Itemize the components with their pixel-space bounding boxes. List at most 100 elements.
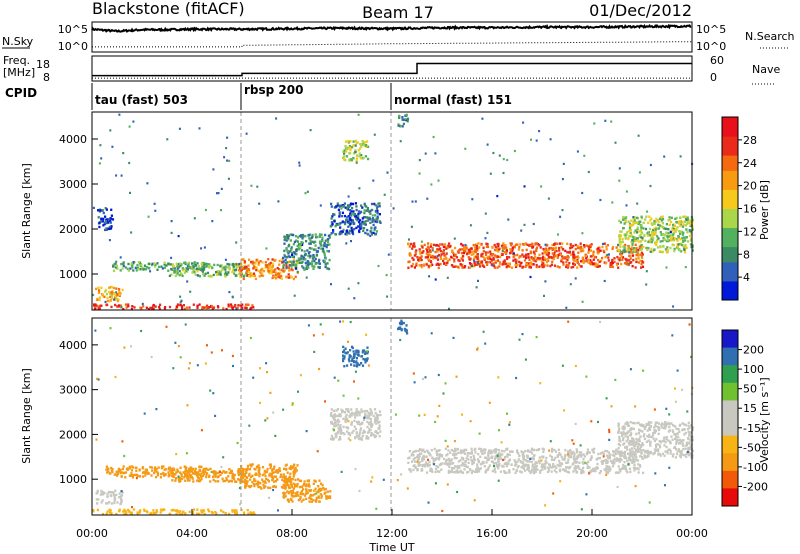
cell-power (251, 262, 254, 265)
cell-velocity (582, 453, 585, 456)
cell-velocity (289, 472, 292, 475)
cell-power (649, 227, 652, 231)
cell-power (535, 139, 538, 142)
cell-power (115, 297, 118, 300)
cell-power (511, 266, 514, 269)
cell-velocity (102, 491, 105, 494)
cell-velocity (376, 431, 379, 434)
cell-velocity (269, 472, 272, 475)
cell-velocity (666, 449, 669, 453)
cell-power (542, 247, 545, 251)
cell-power (551, 256, 554, 259)
cell-velocity (341, 410, 344, 414)
cell-power (371, 214, 374, 217)
cell-power (545, 243, 548, 247)
cell-velocity (575, 466, 578, 469)
cell-power (149, 270, 152, 273)
nsky-label: N.Sky (2, 35, 34, 48)
cell-velocity (619, 470, 622, 473)
cell-power (635, 239, 638, 242)
cell-velocity (349, 355, 352, 358)
cell-power (295, 249, 298, 252)
cell-velocity (539, 469, 542, 472)
freq-label: Freq. (3, 54, 30, 67)
cell-power (170, 231, 173, 234)
cell-velocity (199, 469, 202, 473)
cell-power (467, 256, 470, 259)
cell-power (343, 214, 346, 218)
cell-power (200, 247, 203, 250)
cell-velocity (338, 420, 341, 423)
cell-power (371, 220, 374, 223)
cell-velocity (356, 422, 360, 425)
cell-power (285, 264, 288, 267)
cell-velocity (657, 448, 660, 451)
cell-velocity (189, 473, 192, 477)
cell-velocity (251, 512, 254, 515)
cell-velocity (113, 499, 116, 502)
cell-velocity (249, 478, 252, 481)
cell-velocity (454, 447, 457, 451)
cell-power (587, 258, 590, 262)
cell-power (624, 234, 627, 237)
cell-velocity (153, 512, 156, 515)
cell-power (685, 218, 688, 222)
cell-power (327, 250, 330, 253)
cell-velocity (551, 466, 554, 469)
cell-power (684, 215, 687, 218)
cell-power (493, 243, 496, 247)
nsearch-label: N.Search (745, 30, 795, 43)
cell-velocity (611, 464, 615, 468)
cell-power (104, 290, 107, 293)
cell-power (168, 274, 171, 277)
cell-velocity (413, 464, 416, 467)
cell-velocity (149, 465, 152, 469)
cell-power (416, 256, 419, 259)
cell-power (468, 266, 471, 269)
cell-power (460, 251, 463, 255)
cell-power (535, 258, 538, 262)
cell-velocity (231, 476, 234, 479)
cell-power (298, 258, 301, 262)
cell-power (554, 247, 557, 251)
cell-velocity (233, 477, 236, 481)
cell-power (330, 232, 333, 235)
cell-power (561, 242, 564, 245)
cell-velocity (613, 450, 616, 454)
cell-power (617, 243, 620, 247)
cell-power (673, 249, 676, 253)
cell-velocity (204, 470, 207, 474)
cell-velocity (242, 468, 245, 471)
cell-power (158, 265, 161, 269)
cell-velocity (269, 486, 272, 490)
cell-power (634, 216, 637, 219)
cell-power (669, 246, 672, 250)
cell-power (306, 249, 309, 252)
cell-power (617, 249, 620, 252)
cell-velocity (667, 430, 670, 433)
cell-power (489, 252, 492, 256)
cell-power (502, 242, 505, 245)
cell-power (224, 258, 227, 261)
cell-velocity (286, 481, 289, 484)
cell-power (298, 248, 301, 251)
cell-velocity (257, 469, 260, 472)
cell-velocity (267, 486, 270, 489)
cell-velocity (418, 448, 421, 451)
cell-power (486, 260, 489, 264)
cell-velocity (655, 421, 659, 424)
cell-power (216, 263, 219, 267)
cell-velocity (479, 467, 482, 470)
cell-velocity (458, 464, 461, 468)
cell-velocity (266, 470, 269, 473)
cell-velocity (566, 470, 569, 473)
cell-power (169, 263, 172, 266)
cell-velocity (636, 445, 639, 449)
cell-power (648, 240, 652, 244)
cell-velocity (157, 466, 160, 469)
cell-velocity (179, 510, 182, 513)
cell-velocity (634, 467, 637, 470)
cell-velocity (558, 459, 561, 463)
cell-power (167, 262, 170, 265)
cell-velocity (191, 472, 194, 475)
